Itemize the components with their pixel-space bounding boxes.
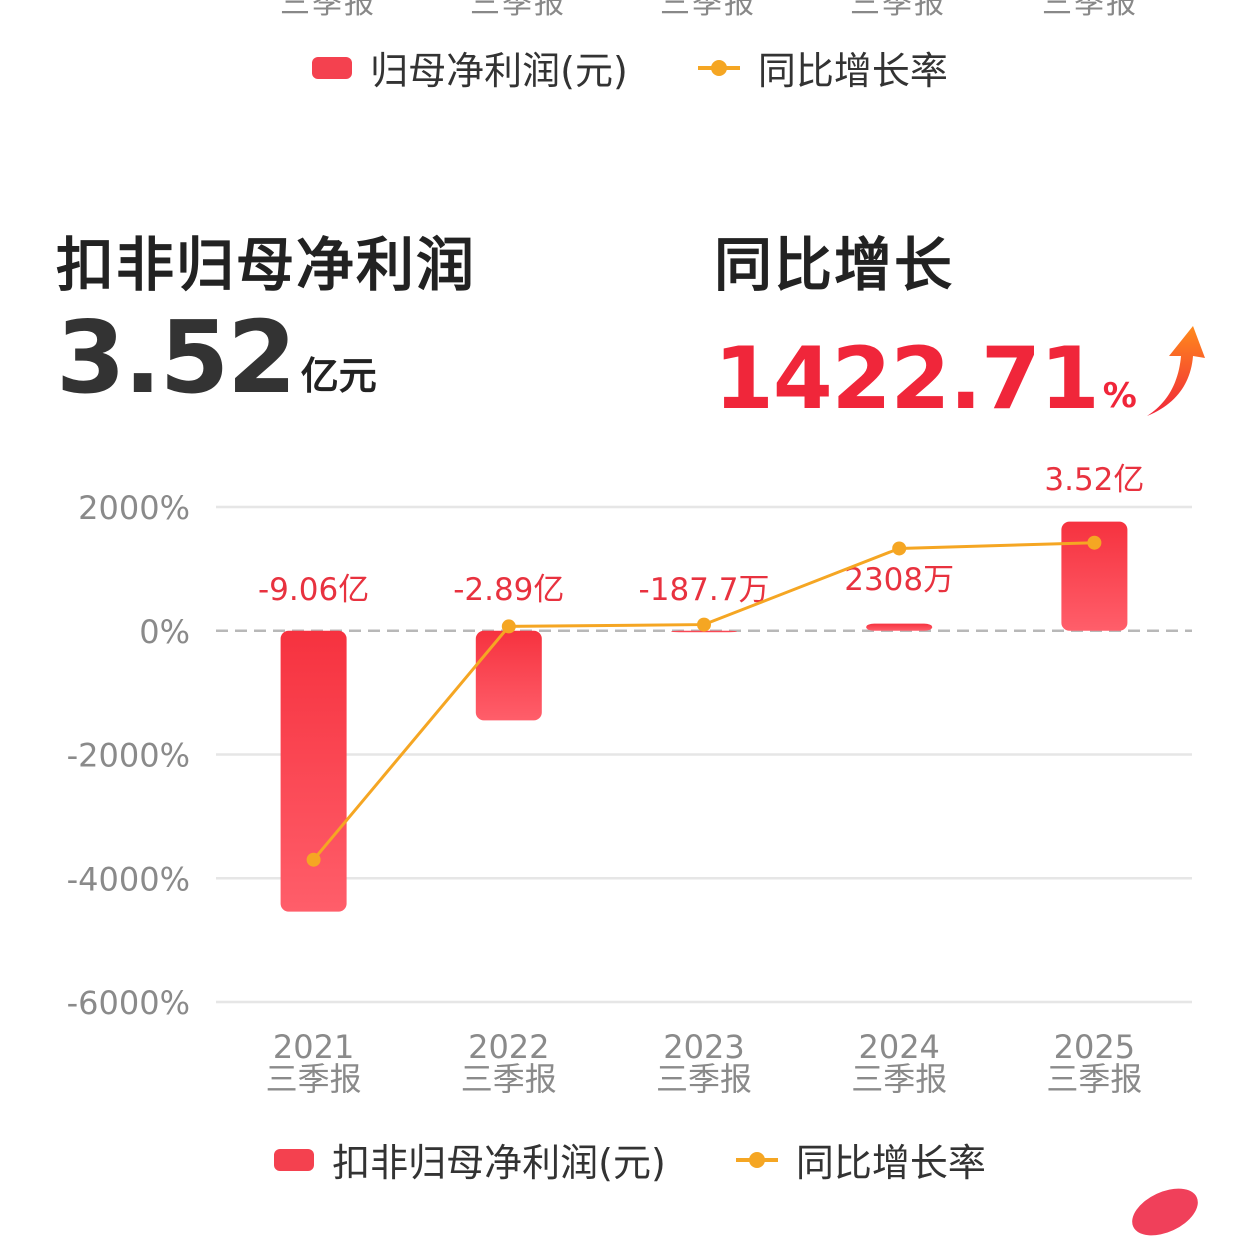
growth-rate-point <box>697 617 711 632</box>
x-tick-label-period: 三季报 <box>656 1060 752 1098</box>
corner-decoration <box>1124 1179 1206 1245</box>
legend-item-growth-rate[interactable]: 同比增长率 <box>697 40 948 95</box>
partial-tick-label: 三季报 <box>280 0 376 21</box>
bar <box>280 630 347 912</box>
y-tick-label: -2000% <box>67 737 190 775</box>
bar-value-label: -9.06亿 <box>258 572 369 608</box>
x-tick-label-year: 2021 <box>273 1028 354 1066</box>
legend-item-growth-rate[interactable]: 同比增长率 <box>735 1132 986 1187</box>
x-tick-label-year: 2025 <box>1054 1028 1135 1066</box>
legend-label: 同比增长率 <box>795 1141 986 1185</box>
kpi-unit: 亿元 <box>300 354 377 398</box>
x-tick-label-period: 三季报 <box>461 1060 557 1098</box>
kpi-growth-value: 1422.71 <box>714 329 1100 429</box>
legend-label: 同比增长率 <box>757 49 948 93</box>
y-tick-label: 0% <box>139 613 190 651</box>
kpi-title: 同比增长 <box>714 231 955 299</box>
bar-value-label: 3.52亿 <box>1044 462 1144 498</box>
kpi-yoy-growth: 同比增长 1422.71 % <box>714 218 1207 422</box>
kpi-value: 3.52 <box>56 299 297 416</box>
kpi-net-profit: 扣非归母净利润 3.52 亿元 <box>56 218 476 408</box>
bar <box>1061 521 1128 631</box>
partial-tick-label: 三季报 <box>1042 0 1138 21</box>
line-swatch-icon <box>697 59 740 76</box>
x-tick-label-period: 三季报 <box>266 1060 362 1098</box>
kpi-title: 扣非归母净利润 <box>56 231 477 299</box>
line-swatch-icon <box>735 1151 778 1168</box>
y-tick-label: 2000% <box>78 489 190 527</box>
growth-rate-point <box>1087 535 1102 550</box>
legend-label: 归母净利润(元) <box>370 49 628 93</box>
growth-rate-point <box>501 619 516 634</box>
growth-rate-point <box>892 541 907 556</box>
up-arrow-icon <box>1146 326 1205 416</box>
bar-swatch-icon <box>312 56 353 79</box>
x-tick-label-period: 三季报 <box>1046 1060 1142 1098</box>
bar <box>866 623 933 631</box>
partial-tick-label: 三季报 <box>850 0 946 21</box>
legend-bottom: 扣非归母净利润(元) 同比增长率 <box>0 1132 1260 1187</box>
bar-value-label: -187.7万 <box>639 572 770 608</box>
legend-label: 扣非归母净利润(元) <box>332 1141 666 1185</box>
bar-value-label: -2.89亿 <box>453 572 564 608</box>
x-tick-label-year: 2024 <box>858 1028 939 1066</box>
y-tick-label: -4000% <box>67 860 190 898</box>
bar-swatch-icon <box>274 1148 315 1171</box>
legend-item-deducted-net-profit[interactable]: 扣非归母净利润(元) <box>274 1132 666 1187</box>
x-tick-label-year: 2023 <box>663 1028 744 1066</box>
bar <box>475 630 542 721</box>
legend-top: 归母净利润(元) 同比增长率 <box>0 40 1260 95</box>
kpi-growth-unit: % <box>1102 376 1137 416</box>
legend-item-net-profit[interactable]: 归母净利润(元) <box>312 40 628 95</box>
profit-growth-chart: 2000% 0% -2000% -4000% -6000% -9.06亿 -2.89亿 -18… <box>67 462 1192 1098</box>
x-tick-label-period: 三季报 <box>851 1060 947 1098</box>
bar-value-label: 2308万 <box>844 562 954 598</box>
growth-rate-point <box>306 852 321 867</box>
partial-tick-label: 三季报 <box>470 0 566 21</box>
partial-tick-label: 三季报 <box>660 0 756 21</box>
y-tick-label: -6000% <box>67 984 190 1022</box>
x-tick-label-year: 2022 <box>468 1028 549 1066</box>
